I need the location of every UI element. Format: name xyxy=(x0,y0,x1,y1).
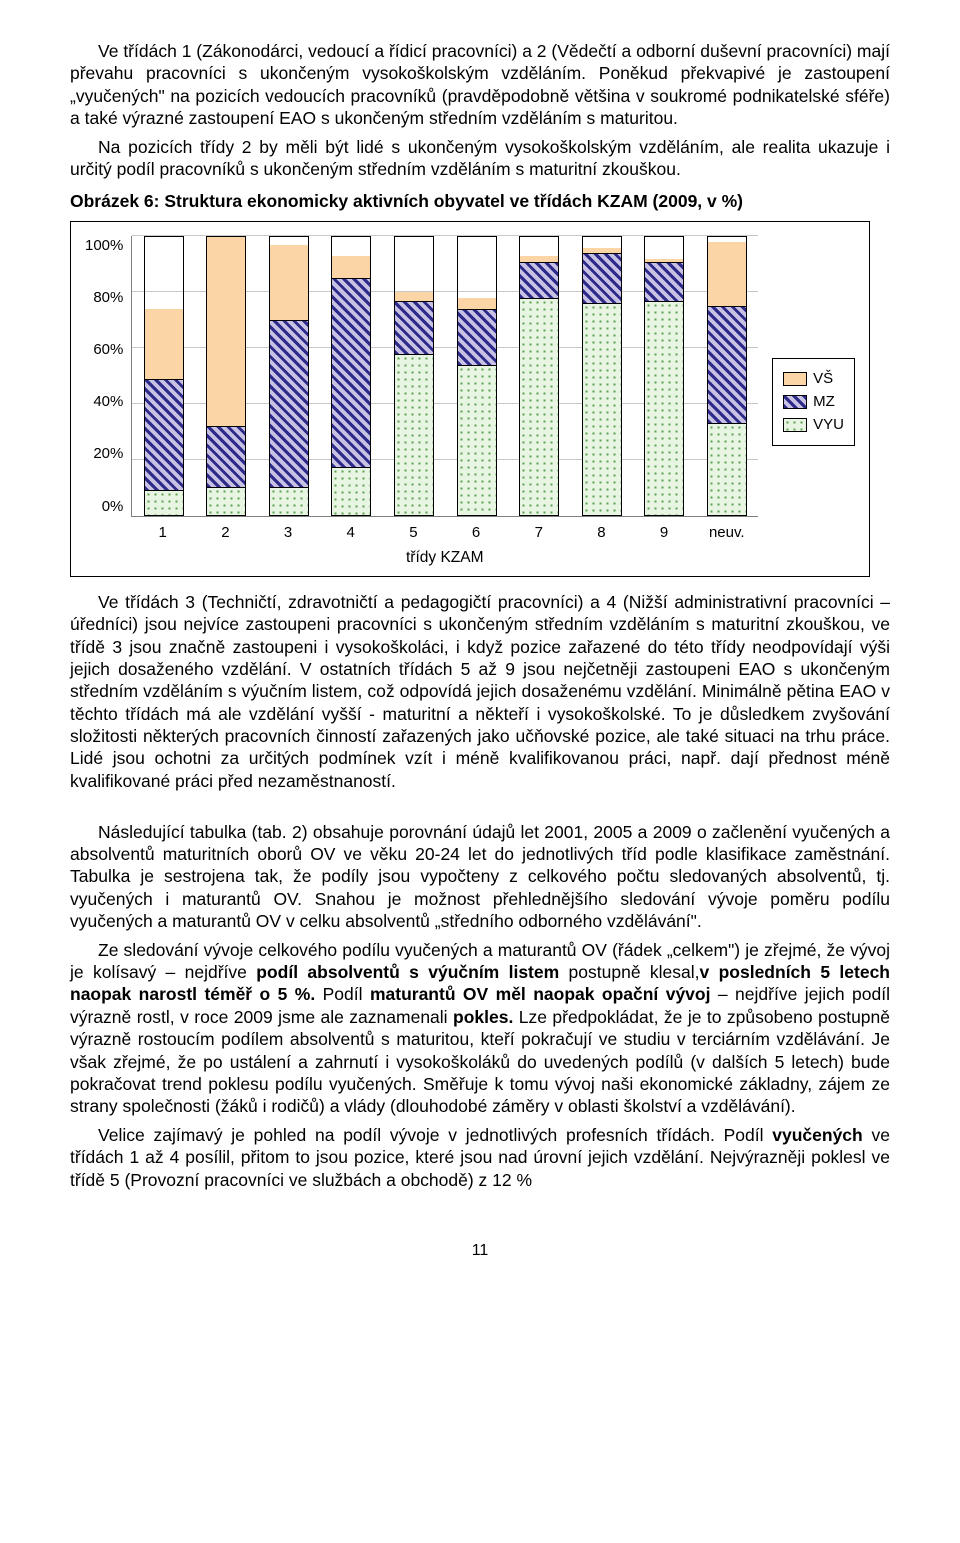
legend-item-vs: VŠ xyxy=(783,369,844,388)
paragraph-2: Na pozicích třídy 2 by měli být lidé s u… xyxy=(70,136,890,181)
paragraph-4: Následující tabulka (tab. 2) obsahuje po… xyxy=(70,821,890,933)
bar-5 xyxy=(394,236,434,516)
legend-label: MZ xyxy=(813,392,835,411)
y-tick-label: 0% xyxy=(102,497,124,516)
bar-seg-mz xyxy=(332,278,370,467)
bar-seg-vyu xyxy=(520,298,558,515)
paragraph-3: Ve třídách 3 (Techničtí, zdravotničtí a … xyxy=(70,591,890,793)
x-tick-label: 3 xyxy=(268,523,308,542)
x-tick-label: 9 xyxy=(644,523,684,542)
chart-legend: VŠ MZ VYU xyxy=(772,358,855,446)
bar-8 xyxy=(582,236,622,516)
bar-seg-vs xyxy=(458,298,496,309)
paragraph-6: Velice zajímavý je pohled na podíl vývoj… xyxy=(70,1124,890,1191)
chart-container: 100% 80% 60% 40% 20% 0% 1 2 3 4 5 6 7 8 9 neuv. třídy … xyxy=(70,221,870,577)
bar-seg-vyu xyxy=(207,487,245,515)
bar-seg-mz xyxy=(645,262,683,301)
bar-seg-mz xyxy=(145,379,183,490)
text-span: postupně klesal, xyxy=(559,962,699,982)
x-tick-label: 6 xyxy=(456,523,496,542)
bar-3 xyxy=(269,236,309,516)
bar-seg-vyu xyxy=(583,303,621,514)
bar-2 xyxy=(206,236,246,516)
text-span: Podíl xyxy=(315,984,370,1004)
x-tick-label: 5 xyxy=(393,523,433,542)
bar-7 xyxy=(519,236,559,516)
bar-seg-vs xyxy=(145,309,183,379)
chart-plot-area xyxy=(131,236,758,517)
bar-seg-vs xyxy=(395,292,433,300)
bar-seg-vs xyxy=(708,242,746,306)
legend-label: VYU xyxy=(813,415,844,434)
bar-seg-mz xyxy=(270,320,308,487)
paragraph-5: Ze sledování vývoje celkového podílu vyu… xyxy=(70,939,890,1118)
bar-seg-vyu xyxy=(270,487,308,515)
bar-seg-vyu xyxy=(395,354,433,515)
x-tick-label: 7 xyxy=(519,523,559,542)
text-span-bold: podíl absolventů s výučním listem xyxy=(256,962,559,982)
bar-seg-vs xyxy=(207,237,245,426)
bar-6 xyxy=(457,236,497,516)
page-number: 11 xyxy=(70,1241,890,1261)
bar-seg-mz xyxy=(395,301,433,354)
y-tick-label: 40% xyxy=(93,392,123,411)
y-tick-label: 80% xyxy=(93,288,123,307)
bar-seg-vyu xyxy=(645,301,683,515)
square-icon xyxy=(783,372,807,386)
bar-4 xyxy=(331,236,371,516)
x-axis-title: třídy KZAM xyxy=(131,542,758,568)
y-axis-labels: 100% 80% 60% 40% 20% 0% xyxy=(85,236,131,516)
legend-item-vyu: VYU xyxy=(783,415,844,434)
bar-seg-vs xyxy=(270,245,308,320)
x-tick-label: 4 xyxy=(331,523,371,542)
x-tick-label: neuv. xyxy=(707,523,747,542)
bar-9 xyxy=(644,236,684,516)
text-span: Velice zajímavý je pohled na podíl vývoj… xyxy=(98,1125,772,1145)
bar-seg-vyu xyxy=(708,423,746,515)
square-icon xyxy=(783,418,807,432)
x-tick-label: 2 xyxy=(205,523,245,542)
bar-seg-mz xyxy=(458,309,496,365)
bar-seg-vs xyxy=(332,256,370,278)
x-tick-label: 1 xyxy=(143,523,183,542)
y-tick-label: 100% xyxy=(85,236,123,255)
bar-seg-mz xyxy=(708,306,746,423)
bar-seg-vyu xyxy=(458,365,496,515)
bar-seg-mz xyxy=(520,262,558,298)
bar-seg-vyu xyxy=(145,490,183,515)
bar-seg-vyu xyxy=(332,467,370,514)
text-span-bold: pokles. xyxy=(453,1007,513,1027)
bar-1 xyxy=(144,236,184,516)
text-span-bold: maturantů OV měl naopak opační vývoj xyxy=(370,984,711,1004)
y-tick-label: 20% xyxy=(93,444,123,463)
legend-item-mz: MZ xyxy=(783,392,844,411)
square-icon xyxy=(783,395,807,409)
bar-seg-mz xyxy=(207,426,245,487)
bar-seg-mz xyxy=(583,253,621,303)
paragraph-1: Ve třídách 1 (Zákonodárci, vedoucí a říd… xyxy=(70,40,890,130)
bar-neuv. xyxy=(707,236,747,516)
chart-title: Obrázek 6: Struktura ekonomicky aktivníc… xyxy=(70,190,890,212)
text-span-bold: vyučených xyxy=(772,1125,862,1145)
x-axis-labels: 1 2 3 4 5 6 7 8 9 neuv. xyxy=(131,517,758,542)
x-tick-label: 8 xyxy=(581,523,621,542)
legend-label: VŠ xyxy=(813,369,833,388)
y-tick-label: 60% xyxy=(93,340,123,359)
